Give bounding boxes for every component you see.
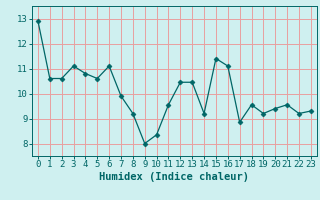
X-axis label: Humidex (Indice chaleur): Humidex (Indice chaleur) <box>100 172 249 182</box>
